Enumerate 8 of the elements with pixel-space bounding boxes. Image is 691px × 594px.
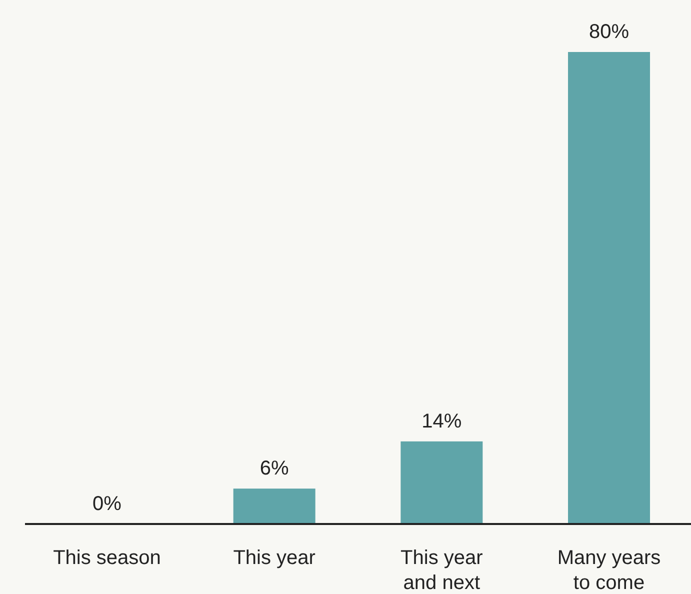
data-label: 80% [588, 21, 630, 43]
data-label: 14% [422, 410, 462, 432]
x-tick-label: This year [233, 547, 316, 569]
data-label: 6% [260, 458, 289, 480]
x-tick-label: This season [53, 547, 161, 569]
x-tick-label: This year and next [400, 547, 484, 594]
data-label: 0% [92, 493, 122, 515]
x-tick-label: Many years to come [557, 547, 661, 594]
